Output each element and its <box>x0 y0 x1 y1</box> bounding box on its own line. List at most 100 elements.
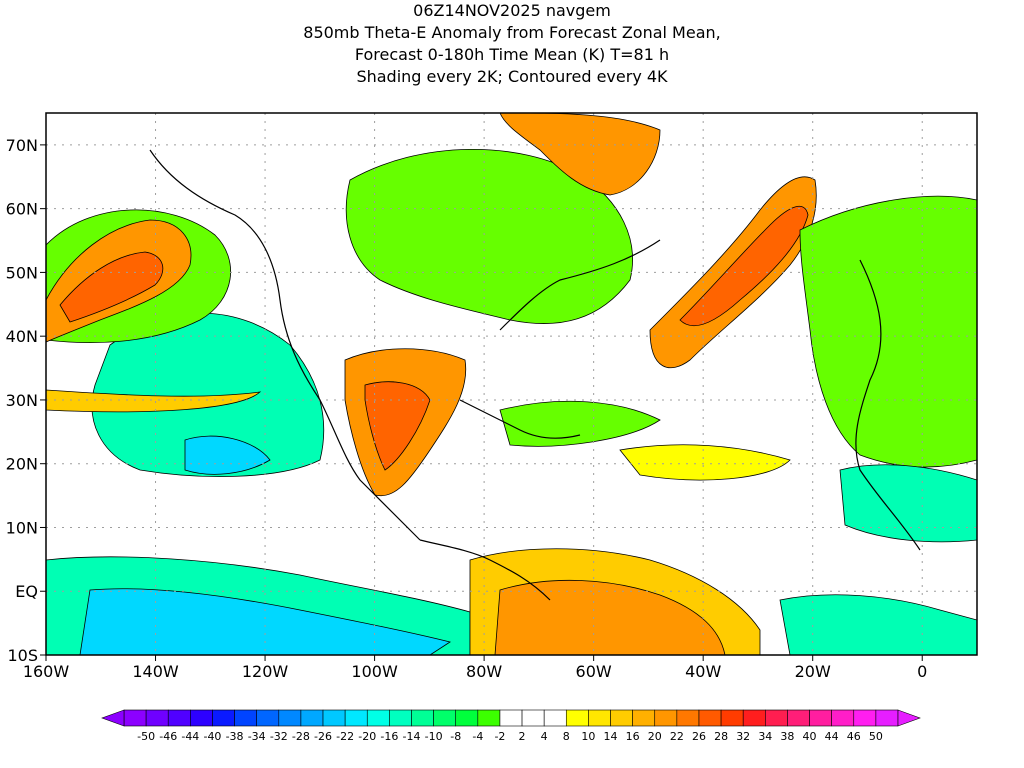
west-africa-teal-region <box>839 464 977 543</box>
color-legend-label: 10 <box>581 730 595 743</box>
color-legend-label: -22 <box>336 730 354 743</box>
color-legend-swatch <box>322 709 346 727</box>
color-legend-swatch <box>212 709 235 727</box>
color-legend-label: 4 <box>541 730 548 743</box>
color-legend-label: 26 <box>692 730 706 743</box>
southern-cyan-core <box>79 588 451 655</box>
color-legend-swatch <box>765 709 788 727</box>
latitude-axis: 70N 60N 50N 40N 30N 20N 10N EQ 10S <box>6 136 46 665</box>
color-legend-swatch <box>411 709 434 727</box>
lat-tick-label: 60N <box>6 200 38 219</box>
atlantic-green-region <box>499 400 661 447</box>
color-legend-swatch <box>809 709 832 727</box>
color-legend-label: -16 <box>380 730 398 743</box>
lon-tick-label: 20W <box>795 662 831 681</box>
lon-tick-label: 120W <box>242 662 289 681</box>
color-legend-swatch <box>300 709 324 727</box>
color-legend-label: -34 <box>248 730 266 743</box>
color-legend-label: -14 <box>403 730 421 743</box>
color-legend-label: 32 <box>736 730 750 743</box>
color-legend-swatch <box>256 709 280 727</box>
color-legend-label: 20 <box>648 730 662 743</box>
color-legend-swatch <box>344 709 368 727</box>
color-legend-label: 2 <box>519 730 526 743</box>
lon-tick-label: 40W <box>685 662 721 681</box>
color-legend-label: 38 <box>780 730 794 743</box>
color-legend-label: -20 <box>358 730 376 743</box>
color-legend-swatch <box>278 709 302 727</box>
pacific-cyan-core <box>184 435 271 475</box>
coastlines <box>149 149 921 601</box>
color-legend-swatch <box>853 709 877 727</box>
color-legend-swatch <box>742 709 766 727</box>
lat-tick-label: 30N <box>6 391 38 410</box>
lon-tick-label: 0 <box>917 662 927 681</box>
color-legend-swatch <box>455 709 479 727</box>
color-legend-label: -2 <box>494 730 505 743</box>
greenland-warm-region <box>499 113 661 196</box>
color-legend-label: -8 <box>450 730 461 743</box>
color-legend-label: 28 <box>714 730 728 743</box>
color-legend-swatch <box>145 709 169 727</box>
color-legend-label: 40 <box>803 730 817 743</box>
lon-tick-label: 80W <box>466 662 502 681</box>
europe-green-region <box>799 195 977 468</box>
color-legend-label: -50 <box>137 730 155 743</box>
lat-tick-label: 10S <box>7 646 38 665</box>
color-legend-label: 34 <box>758 730 772 743</box>
lon-tick-label: 60W <box>576 662 612 681</box>
north-atlantic-warm-core <box>679 205 809 326</box>
color-legend-swatch <box>565 709 589 727</box>
color-legend-arrow-high <box>897 709 921 727</box>
tropical-atlantic-yellow-band <box>619 444 791 481</box>
aleutian-warm-core <box>59 251 164 323</box>
color-legend-swatch <box>366 709 390 727</box>
color-legend-label: -46 <box>159 730 177 743</box>
color-legend-label: -10 <box>425 730 443 743</box>
color-legend-label: 8 <box>563 730 570 743</box>
color-legend-label: 16 <box>626 730 640 743</box>
lat-tick-label: 40N <box>6 327 38 346</box>
pacific-yellow-streak <box>46 389 262 413</box>
color-legend-label: -40 <box>203 730 221 743</box>
lat-tick-label: 70N <box>6 136 38 155</box>
pacific-teal-region <box>91 312 325 477</box>
lon-tick-label: 140W <box>132 662 179 681</box>
title-shading-info: Shading every 2K; Contoured every 4K <box>356 67 668 86</box>
color-legend-swatch <box>123 709 147 727</box>
lat-tick-label: 50N <box>6 263 38 282</box>
title-date-model: 06Z14NOV2025 navgem <box>413 1 611 20</box>
color-legend-swatch <box>632 709 656 727</box>
color-legend-swatch <box>521 709 545 727</box>
color-legend <box>101 709 921 727</box>
color-legend-swatch <box>433 709 457 727</box>
color-legend-label: 14 <box>604 730 618 743</box>
color-legend-label: -38 <box>226 730 244 743</box>
color-legend-label: 44 <box>825 730 839 743</box>
color-legend-swatch <box>234 709 257 727</box>
color-legend-label: -28 <box>292 730 310 743</box>
color-legend-swatch <box>831 709 855 727</box>
color-legend-label: 46 <box>847 730 861 743</box>
longitude-axis: 160W 140W 120W 100W 80W 60W 40W 20W 0 <box>23 655 927 681</box>
color-legend-swatch <box>167 709 191 727</box>
color-legend-label: 50 <box>869 730 883 743</box>
map-frame <box>45 112 978 656</box>
color-legend-label: 22 <box>670 730 684 743</box>
color-legend-swatch <box>499 709 523 727</box>
color-legend-swatch <box>698 709 722 727</box>
lon-tick-label: 160W <box>23 662 70 681</box>
color-legend-swatch <box>477 709 501 727</box>
mexico-warm-core <box>364 381 431 471</box>
color-legend-arrow-low <box>101 709 125 727</box>
lon-tick-label: 100W <box>351 662 398 681</box>
gulf-of-guinea-teal-region <box>779 594 977 655</box>
color-legend-swatch <box>543 709 567 727</box>
color-legend-swatch <box>389 709 412 727</box>
color-legend-swatch <box>875 709 899 727</box>
lat-tick-label: 10N <box>6 518 38 537</box>
color-legend-swatch <box>720 709 744 727</box>
color-legend-label: -4 <box>472 730 483 743</box>
color-legend-swatch <box>610 709 633 727</box>
color-legend-label: -44 <box>181 730 199 743</box>
